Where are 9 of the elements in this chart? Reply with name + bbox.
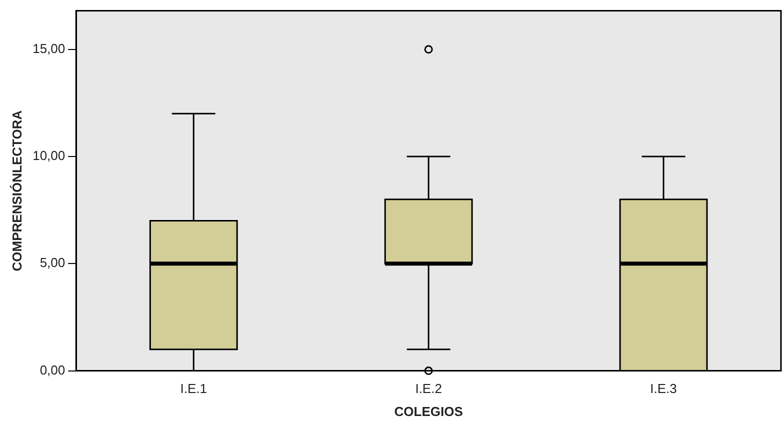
y-tick-label: 5,00 [40,255,66,270]
y-tick-label: 15,00 [32,40,66,56]
x-tick-label: I.E.1 [180,381,207,396]
x-tick-label: I.E.3 [650,381,677,396]
y-tick-label: 10,00 [32,148,66,164]
x-tick-label: I.E.2 [415,381,442,396]
x-axis-title: COLEGIOS [394,404,464,419]
y-axis-title: COMPRENSIÓNLECTORA [9,110,24,272]
y-tick-label: 0,00 [40,362,66,378]
